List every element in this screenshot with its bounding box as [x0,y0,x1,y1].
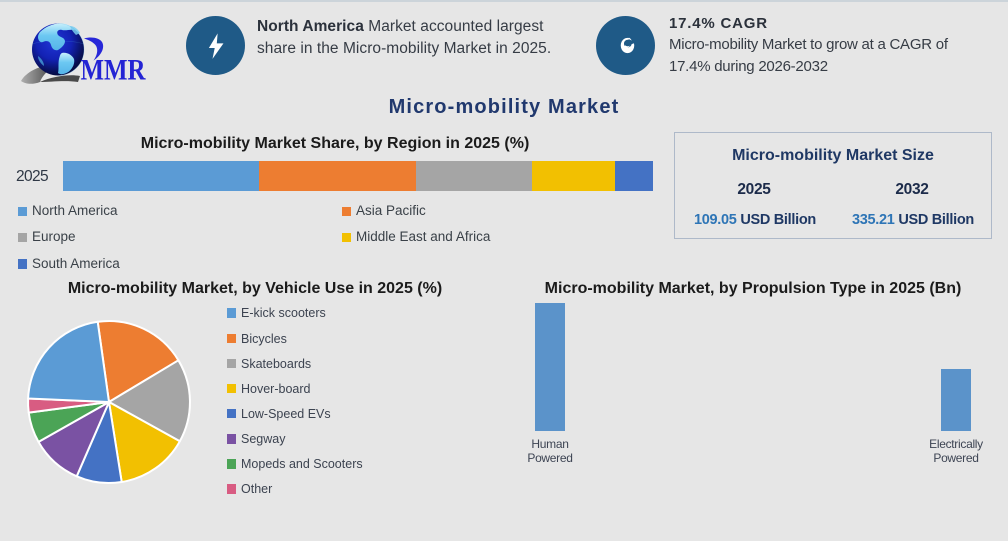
svg-text:MMR: MMR [81,54,146,87]
